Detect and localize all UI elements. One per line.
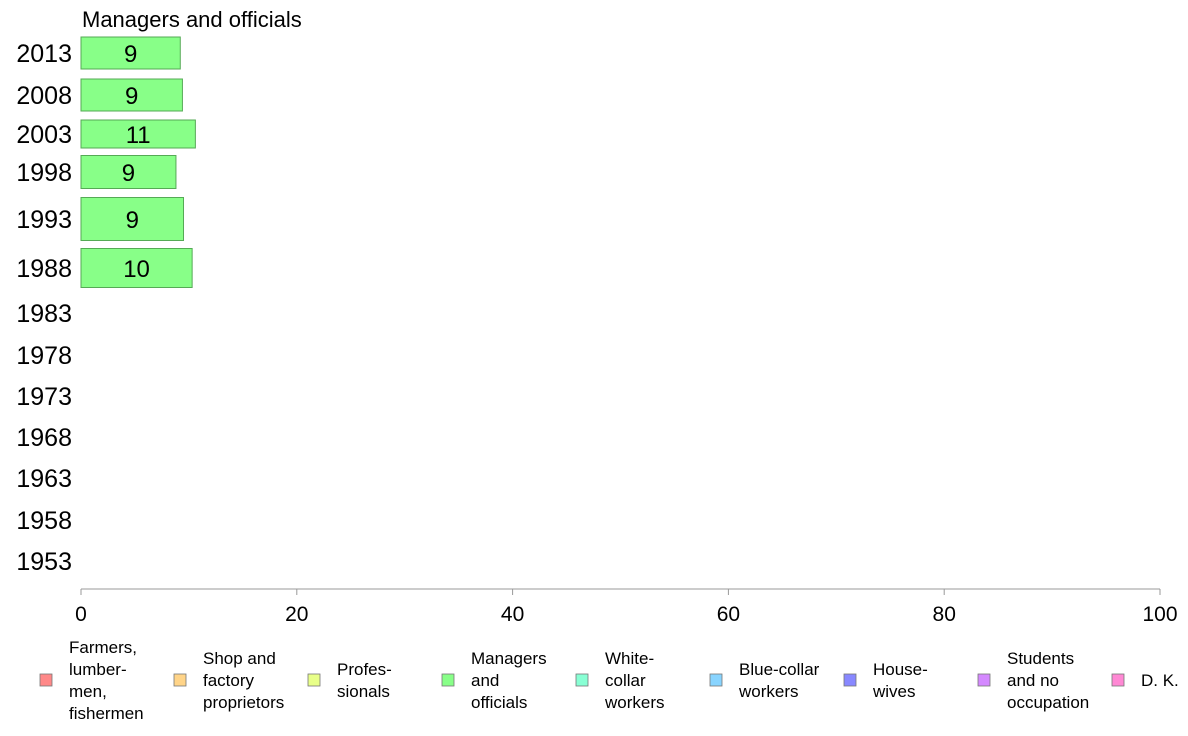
x-tick-label: 80 — [933, 603, 956, 626]
year-label: 1968 — [16, 424, 72, 452]
legend-label: workers — [738, 682, 799, 701]
legend-label: Farmers, — [69, 638, 137, 657]
legend-label: and — [471, 671, 499, 690]
x-tick-label: 40 — [501, 603, 524, 626]
bar-value-label: 10 — [123, 256, 150, 283]
year-label: 2008 — [16, 82, 72, 110]
legend-item: Students and no occupation — [977, 649, 1089, 712]
year-label: 1953 — [16, 548, 72, 576]
legend-swatch — [977, 673, 991, 687]
legend-swatch — [173, 673, 187, 687]
legend-label: White- — [605, 649, 654, 668]
legend-label: officials — [471, 693, 527, 712]
legend-swatch — [575, 673, 589, 687]
legend-label: Profes- — [337, 660, 392, 679]
x-tick-label: 20 — [285, 603, 308, 626]
legend-label: Shop and — [203, 649, 276, 668]
legend-item: White-collar workers — [575, 649, 665, 712]
bar-value-label: 11 — [126, 122, 151, 149]
bar — [80, 78, 183, 112]
legend-label: fishermen — [69, 704, 144, 723]
legend-label: House- — [873, 660, 928, 679]
bar-value-label: 9 — [122, 160, 135, 187]
legend-swatch — [307, 673, 321, 687]
year-labels: 2013 2008 2003 1998 1993 1988 1983 1978 1973 1968… — [16, 40, 72, 576]
legend-label: and no — [1007, 671, 1059, 690]
year-label: 1963 — [16, 465, 72, 493]
legend-label: sionals — [337, 682, 390, 701]
legend-item: Blue-collar workers — [709, 660, 820, 701]
legend-swatch — [441, 673, 455, 687]
year-label: 1978 — [16, 342, 72, 370]
legend-item: Profes-sionals — [307, 660, 392, 701]
legend-swatch — [1111, 673, 1125, 687]
year-label: 1983 — [16, 300, 72, 328]
year-label: 1988 — [16, 255, 72, 283]
x-tick-label: 60 — [717, 603, 740, 626]
year-label: 1998 — [16, 159, 72, 187]
bar — [80, 36, 181, 70]
bar — [80, 248, 193, 288]
year-label: 1958 — [16, 507, 72, 535]
year-label: 2003 — [16, 121, 72, 149]
legend-label: collar — [605, 671, 646, 690]
legend-label: occupation — [1007, 693, 1089, 712]
legend-label: Managers — [471, 649, 547, 668]
legend-label: Students — [1007, 649, 1074, 668]
legend-label: workers — [604, 693, 665, 712]
legend-swatch — [39, 673, 53, 687]
legend-label: wives — [872, 682, 916, 701]
legend-item: Shop and factory proprietors — [173, 649, 284, 712]
x-axis: 0 20 40 60 80 100 — [75, 588, 1178, 626]
legend-swatch — [709, 673, 723, 687]
bar — [80, 119, 196, 149]
bar — [80, 155, 177, 189]
x-tick-label: 100 — [1142, 603, 1177, 626]
legend-label: Blue-collar — [739, 660, 820, 679]
legend-label: men, — [69, 682, 107, 701]
x-tick-label: 0 — [75, 603, 87, 626]
legend-label: D. K. — [1141, 671, 1179, 690]
year-label: 2013 — [16, 40, 72, 68]
bar — [80, 197, 185, 241]
legend-label: proprietors — [203, 693, 284, 712]
bar-value-label: 9 — [124, 41, 137, 68]
legend-item: D. K. — [1111, 671, 1179, 690]
bars: 9 9 11 9 9 10 — [80, 36, 196, 288]
legend-item: House-wives — [843, 660, 928, 701]
legend: Farmers, lumber-men, fishermen Shop and fact… — [39, 638, 1179, 723]
chart-title: Managers and officials — [82, 7, 302, 32]
bar-value-label: 9 — [126, 207, 139, 234]
legend-swatch — [843, 673, 857, 687]
year-label: 1993 — [16, 206, 72, 234]
year-label: 1973 — [16, 383, 72, 411]
legend-label: lumber- — [69, 660, 127, 679]
bar-value-label: 9 — [125, 83, 138, 110]
legend-item: Farmers, lumber-men, fishermen — [39, 638, 144, 723]
legend-label: factory — [203, 671, 255, 690]
legend-item: Managers and officials — [441, 649, 547, 712]
